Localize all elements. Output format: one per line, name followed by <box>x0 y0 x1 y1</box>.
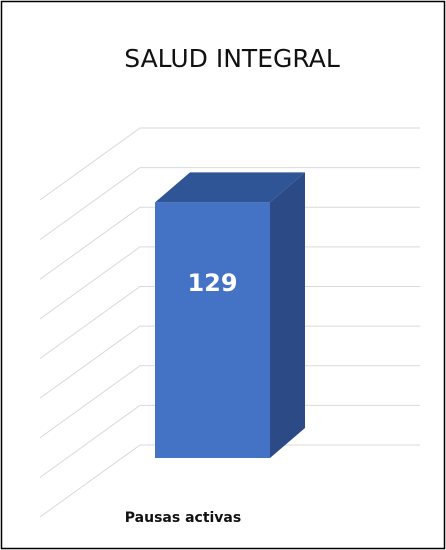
data-label: 129 <box>187 269 237 297</box>
grid-line <box>39 167 420 241</box>
chart-title: SALUD INTEGRAL <box>124 44 340 73</box>
grid-line <box>39 246 420 320</box>
grid-line <box>39 365 420 439</box>
bar <box>155 202 270 458</box>
grid-line <box>39 127 420 201</box>
x-tick-label: Pausas activas <box>125 510 241 526</box>
grid-line <box>39 325 420 399</box>
grid-line <box>39 404 420 478</box>
grid-line <box>39 206 420 280</box>
grid-line <box>39 286 420 359</box>
bar-top <box>155 172 305 203</box>
bar-side <box>270 172 305 458</box>
grid-line <box>39 444 420 518</box>
